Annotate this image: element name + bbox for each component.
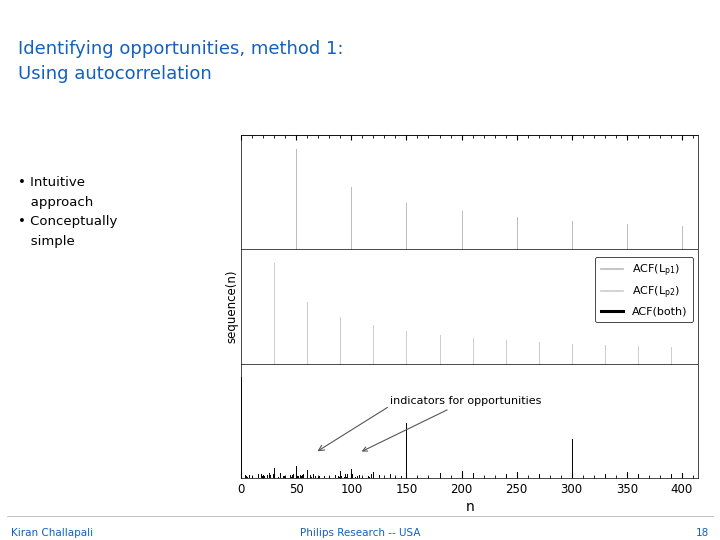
Bar	[241, 363, 698, 478]
Text: Identifying opportunities, method 1:
Using autocorrelation: Identifying opportunities, method 1: Usi…	[18, 40, 343, 83]
Legend: ACF(L$_{\mathregular{p1}}$), ACF(L$_{\mathregular{p2}}$), ACF(both): ACF(L$_{\mathregular{p1}}$), ACF(L$_{\ma…	[595, 257, 693, 322]
Text: indicators for opportunities: indicators for opportunities	[363, 396, 541, 451]
Text: • Intuitive
   approach
• Conceptually
   simple: • Intuitive approach • Conceptually simp…	[18, 176, 117, 247]
Y-axis label: sequence(n): sequence(n)	[225, 269, 238, 343]
Text: PHILIPS: PHILIPS	[18, 14, 98, 31]
Bar	[241, 249, 698, 363]
X-axis label: n: n	[465, 500, 474, 514]
Text: 18: 18	[696, 528, 709, 538]
Text: Philips Research -- USA: Philips Research -- USA	[300, 528, 420, 538]
Text: Kiran Challapali: Kiran Challapali	[11, 528, 93, 538]
Bar	[241, 135, 698, 249]
